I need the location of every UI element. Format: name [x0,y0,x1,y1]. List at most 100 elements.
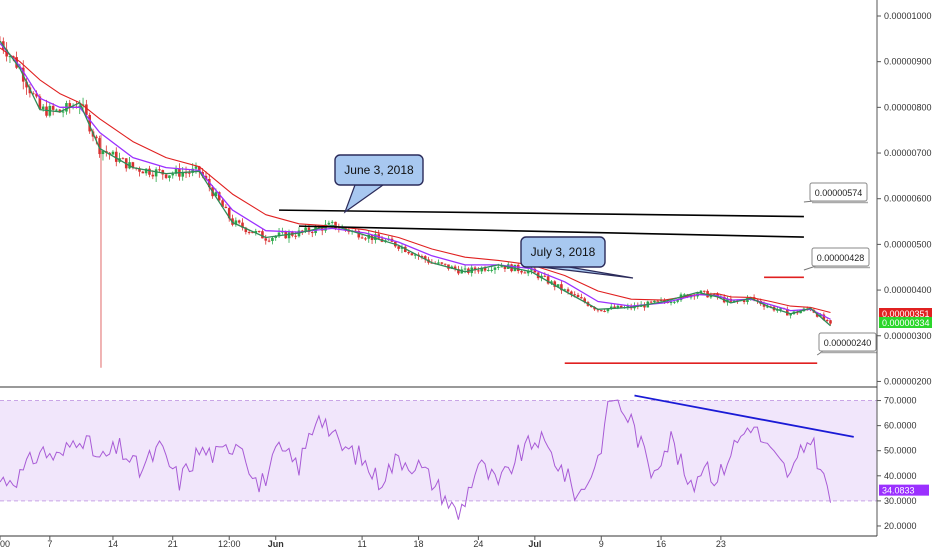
rsi-band [0,400,877,501]
candle-body [164,174,168,178]
date-callout: June 3, 2018 [334,154,424,214]
candle-body [673,301,676,303]
ma-slow-line [0,47,831,314]
candle-body [161,170,165,175]
candle-body [58,109,62,113]
candle-body [198,166,201,172]
candle-body [653,300,656,303]
candle-body [244,227,248,233]
rsi-current-label: 34.0833 [882,486,915,496]
candle-body [550,281,553,284]
price-badge-label: 0.00000334 [882,318,930,328]
rsi-panel[interactable] [0,399,877,520]
candle-body [437,262,440,264]
candle-body [407,251,410,254]
candle-body [500,266,503,268]
candle-body [277,232,281,237]
candle-body [101,151,105,155]
candle-body [487,269,490,271]
candle-body [324,224,327,231]
candle-body [85,104,88,115]
candle-body [400,246,404,249]
candle-body [669,301,673,304]
candle-body [264,238,268,241]
candle-body [217,192,221,201]
candle-body [766,306,769,308]
candle-body [593,307,596,310]
candle-body [643,304,646,308]
candle-body [440,262,444,264]
rsi-line [0,399,831,520]
candle-body [742,300,746,302]
candle-body [473,267,477,271]
candle-body [423,256,427,260]
callout-leader [816,350,824,356]
candle-body [111,151,115,155]
candle-body [583,298,586,303]
candle-body [453,266,457,270]
candle-body [413,254,417,256]
x-tick-label: 12:00 [218,539,241,549]
candle-body [41,106,45,110]
candle-body [31,93,35,95]
candle-body [327,222,331,225]
rsi-y-tick-label: 60.0000 [884,421,917,431]
candle-body [566,289,570,292]
x-tick-label: 18 [414,539,424,549]
candle-body [98,138,101,155]
candle-body [334,221,337,229]
y-tick-label: 0.00000600 [884,194,932,204]
candle-body [360,237,364,239]
candle-body [822,314,826,321]
candle-body [523,272,527,274]
candle-body [181,172,185,177]
candle-body [364,238,367,240]
candle-body [825,320,829,322]
candle-body [676,300,679,302]
candle-body [626,305,630,308]
candle-body [556,284,560,287]
y-tick-label: 0.00001000 [884,11,932,21]
candle-body [732,300,736,302]
candle-body [138,168,141,172]
candle-body [580,297,583,299]
price-badge [879,317,932,328]
candle-body [214,192,218,197]
candle-body [184,172,188,174]
x-tick-label: 14 [108,539,118,549]
y-tick-label: 0.00000800 [884,102,932,112]
candle-body [317,227,321,229]
candle-body [234,220,238,225]
candle-body [609,306,613,309]
candle-body [95,136,98,139]
candle-body [224,206,228,209]
x-tick-label: Jul [528,539,541,549]
price-callout: 0.00000574 [803,182,868,204]
candle-body [483,267,487,271]
price-panel[interactable] [0,36,832,368]
rsi-y-tick-label: 40.0000 [884,471,917,481]
callout-box [818,332,877,352]
candle-body [709,294,713,298]
candle-body [616,305,620,309]
candle-body [251,232,254,234]
candle-body [8,56,12,58]
candle-body [274,236,278,238]
callout-box [811,247,870,267]
x-tick-label: 9 [599,539,604,549]
ma-fast-line [0,42,831,320]
candle-body [463,268,467,270]
price-callout: 0.00000428 [803,247,870,271]
candle-body [61,111,65,113]
rsi-trendline [634,394,854,438]
candle-body [68,103,72,108]
x-tick-label: Jun [268,539,284,549]
candle-body [227,208,231,219]
candle-body [254,230,258,233]
candle-body [490,269,493,271]
y-tick-label: 0.00000900 [884,57,932,67]
callout-box [520,236,606,268]
candle-body [516,264,520,272]
candle-body [799,311,802,314]
